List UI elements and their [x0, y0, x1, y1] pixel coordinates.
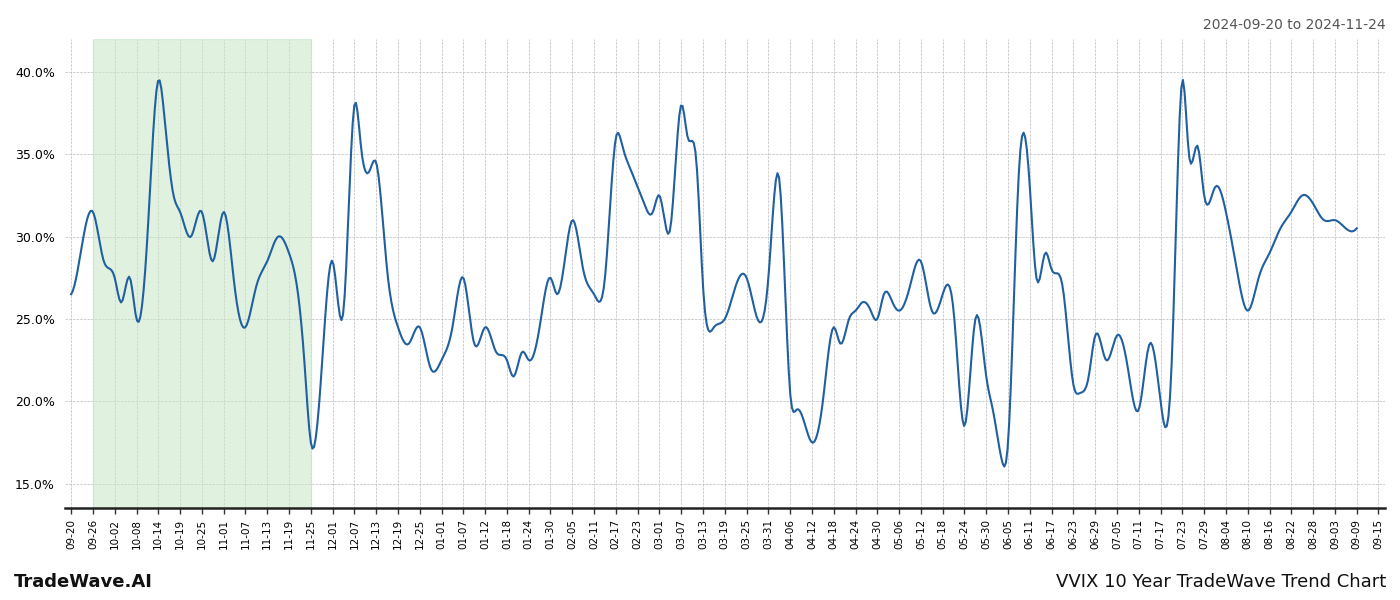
Bar — [92, 39, 311, 508]
Text: 2024-09-20 to 2024-11-24: 2024-09-20 to 2024-11-24 — [1204, 18, 1386, 32]
Text: VVIX 10 Year TradeWave Trend Chart: VVIX 10 Year TradeWave Trend Chart — [1056, 573, 1386, 591]
Text: TradeWave.AI: TradeWave.AI — [14, 573, 153, 591]
